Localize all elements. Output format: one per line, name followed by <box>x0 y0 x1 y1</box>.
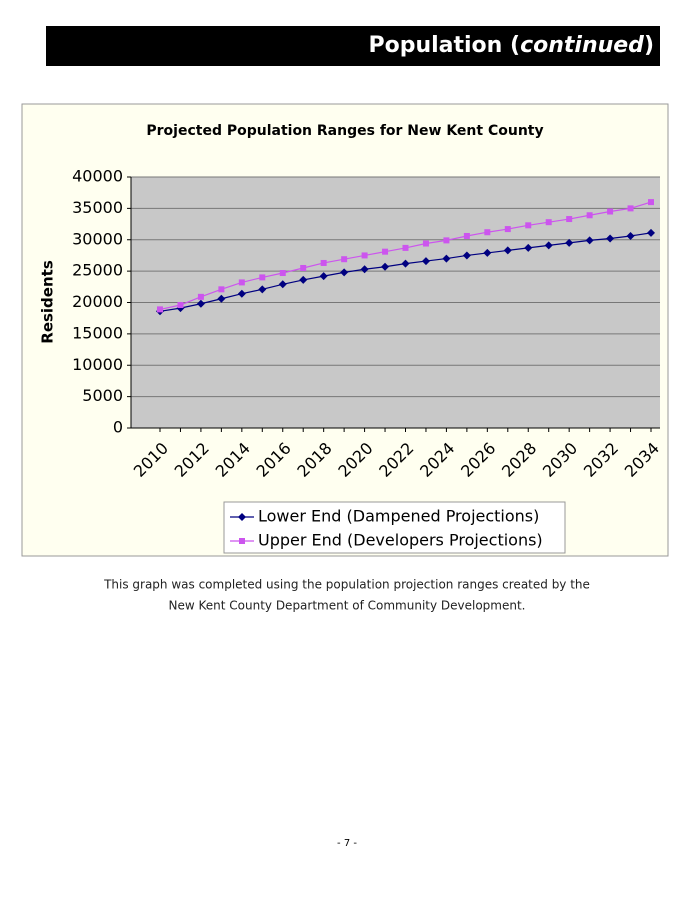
data-point <box>218 286 225 293</box>
caption-line: This graph was completed using the popul… <box>103 578 590 592</box>
y-tick-label: 0 <box>113 418 123 437</box>
data-point <box>401 259 410 268</box>
data-point <box>299 275 308 284</box>
data-point <box>157 306 163 313</box>
data-point <box>196 299 205 308</box>
data-point <box>484 229 491 236</box>
legend-marker <box>238 513 246 521</box>
legend-label: Lower End (Dampened Projections) <box>258 507 539 526</box>
y-tick-label: 15000 <box>72 323 123 342</box>
legend <box>223 501 566 554</box>
y-tick-label: 35000 <box>72 198 123 217</box>
data-point <box>258 285 267 294</box>
y-axis-label: Residents <box>39 260 57 344</box>
data-point <box>238 279 245 286</box>
data-point <box>278 280 287 289</box>
y-tick-label: 25000 <box>72 261 123 280</box>
data-point <box>361 252 368 259</box>
header-title-part: ) <box>644 33 654 58</box>
data-point <box>442 254 451 263</box>
data-point <box>381 262 390 271</box>
data-point <box>360 265 369 274</box>
y-tick-label: 40000 <box>72 167 123 186</box>
data-point <box>525 222 532 229</box>
data-point <box>565 238 574 247</box>
data-point <box>504 226 511 233</box>
y-tick-label: 20000 <box>72 292 123 311</box>
data-point <box>463 232 470 239</box>
data-point <box>606 234 615 243</box>
y-tick-label: 10000 <box>72 355 123 374</box>
data-point <box>443 237 450 244</box>
chart-title: Projected Population Ranges for New Kent… <box>146 123 543 139</box>
data-point <box>279 270 286 277</box>
data-point <box>217 294 226 303</box>
data-point <box>177 302 184 309</box>
header-bar <box>46 26 660 66</box>
data-point <box>382 248 389 255</box>
data-point <box>462 251 471 260</box>
data-point <box>544 241 553 250</box>
page-number: - 7 - <box>337 838 357 849</box>
data-point <box>607 208 614 215</box>
data-point <box>319 272 328 281</box>
y-tick-label: 5000 <box>82 386 123 405</box>
data-point <box>626 231 635 240</box>
data-point <box>237 289 246 298</box>
data-point <box>586 212 593 219</box>
y-tick-label: 30000 <box>72 229 123 248</box>
data-point <box>627 205 634 212</box>
data-point <box>320 259 327 266</box>
data-point <box>503 246 512 255</box>
caption-line: New Kent County Department of Community … <box>169 599 526 613</box>
data-point <box>648 199 654 206</box>
legend-marker <box>239 538 245 544</box>
data-point <box>197 293 204 300</box>
data-point <box>259 274 266 281</box>
header-title-part: continued <box>520 33 644 58</box>
legend-label: Upper End (Developers Projections) <box>258 531 543 550</box>
data-point <box>585 236 594 245</box>
header-title-part: Population ( <box>368 33 520 58</box>
data-point <box>566 216 573 223</box>
data-point <box>524 243 533 252</box>
data-point <box>341 256 348 263</box>
data-point <box>300 264 307 271</box>
data-point <box>422 240 429 247</box>
data-point <box>402 244 409 251</box>
data-point <box>647 228 655 237</box>
data-point <box>421 257 430 266</box>
header-title: Population (continued) <box>368 33 654 58</box>
data-point <box>340 268 349 277</box>
data-point <box>545 219 552 226</box>
data-point <box>483 248 492 257</box>
